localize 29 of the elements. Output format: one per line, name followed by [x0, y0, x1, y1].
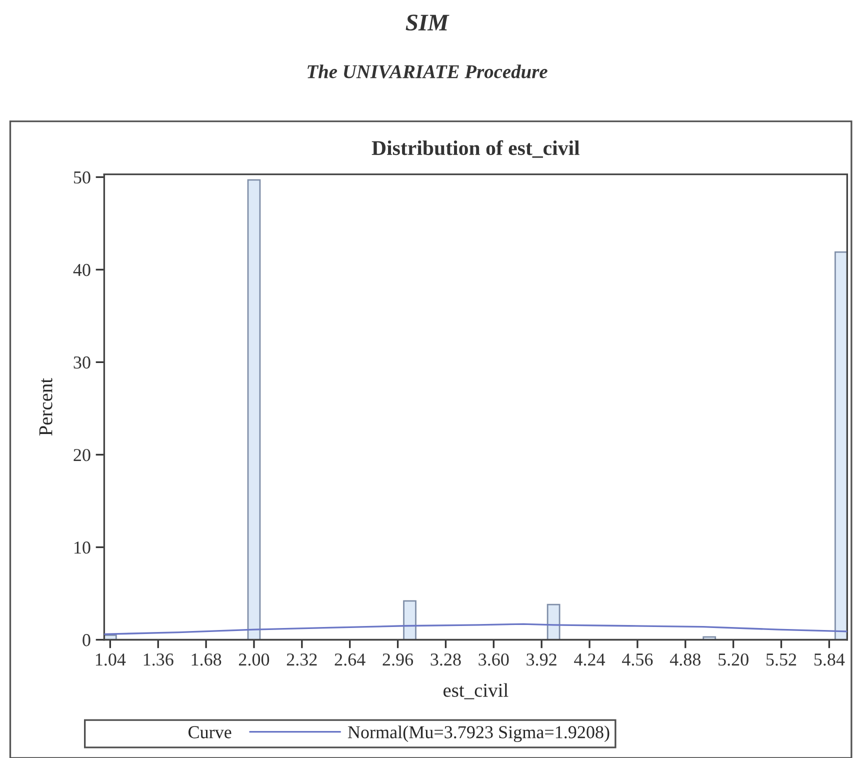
x-tick-label: 1.04 — [96, 653, 126, 666]
chart-title: SIM — [406, 14, 450, 31]
x-tick-label: 5.20 — [718, 653, 748, 666]
x-axis-title: est_civil — [443, 683, 508, 700]
x-tick-label: 4.24 — [574, 654, 606, 666]
x-tick-label: 1.68 — [192, 653, 222, 666]
y-tick-label: 40 — [73, 264, 90, 276]
text: Normal(Mu=3.7923 Sigma=1.9208) — [348, 726, 610, 742]
y-tick-label: 50 — [74, 171, 90, 184]
x-tick-label: 3.92 — [526, 654, 556, 666]
x-tick-label: 2.00 — [238, 653, 270, 666]
y-tick-label: 0 — [82, 634, 90, 646]
x-tick-label: 2.32 — [286, 654, 317, 666]
chart-subtitle: The UNIVARIATE Procedure — [308, 64, 548, 78]
legend-title: Curve — [188, 726, 232, 738]
x-tick-label: 1.36 — [144, 654, 174, 666]
y-axis-title: Percent — [39, 378, 52, 436]
y-tick-label: 20 — [74, 448, 90, 462]
x-tick-label: 3.60 — [478, 653, 509, 666]
x-tick-label: 2.96 — [382, 654, 414, 666]
x-tick-label: 5.84 — [814, 653, 845, 666]
x-tick-label: 2.64 — [334, 654, 366, 666]
y-tick-label: 10 — [74, 541, 90, 554]
x-tick-label: 4.56 — [622, 654, 653, 666]
x-tick-label: 3.28 — [430, 653, 461, 666]
text: Distribution of est_civil — [372, 140, 580, 158]
x-tick-label: 4.88 — [670, 653, 700, 666]
y-tick-label: 30 — [74, 356, 90, 369]
x-tick-label: 5.52 — [766, 654, 796, 666]
